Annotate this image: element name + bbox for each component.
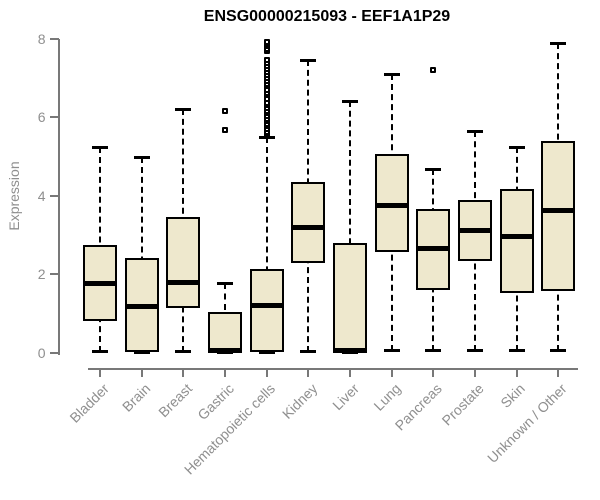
- outlier-point-gastric: [222, 126, 228, 133]
- x-category-label-lung: Lung: [370, 380, 404, 414]
- median-line-gastric: [208, 348, 242, 354]
- box-kidney: [291, 181, 326, 263]
- box-skin: [499, 188, 534, 293]
- y-axis-line: [57, 38, 60, 355]
- whisker-cap-high: [342, 99, 359, 103]
- box-liver: [333, 243, 368, 353]
- whisker-cap-high: [175, 108, 192, 112]
- whisker-hematopoietic-cells: [265, 137, 268, 353]
- x-axis-line: [88, 367, 578, 370]
- whisker-cap-low: [425, 349, 442, 353]
- whisker-liver: [349, 100, 352, 353]
- whisker-cap-high: [508, 145, 525, 149]
- whisker-cap-low: [175, 349, 192, 353]
- whisker-cap-low: [300, 349, 317, 353]
- whisker-cap-high: [425, 168, 442, 172]
- x-axis-tick: [99, 369, 101, 377]
- whisker-cap-high: [550, 41, 567, 45]
- median-line-pancreas: [416, 246, 451, 252]
- y-tick-label-0: 0: [37, 344, 46, 361]
- y-tick-label-6: 6: [37, 109, 46, 125]
- y-axis-tick: [49, 116, 59, 118]
- x-axis-tick: [265, 369, 268, 377]
- median-line-kidney: [291, 224, 326, 230]
- x-axis-tick: [474, 369, 477, 377]
- whisker-cap-low: [92, 349, 108, 353]
- x-axis-tick: [515, 369, 518, 377]
- x-axis-tick: [390, 369, 393, 377]
- x-category-label-kidney: Kidney: [278, 380, 321, 422]
- median-line-lung: [374, 203, 409, 209]
- chart-title: ENSG00000215093 - EEF1A1P29: [203, 8, 451, 25]
- x-axis-tick: [224, 369, 226, 377]
- y-tick-label-2: 2: [37, 266, 46, 282]
- median-line-brain: [124, 303, 159, 309]
- whisker-brain: [140, 157, 143, 353]
- y-tick-label-4: 4: [37, 187, 46, 204]
- outlier-point-hematopoietic-cells: [263, 57, 270, 64]
- x-axis-tick: [307, 369, 310, 377]
- whisker-cap-high: [383, 72, 400, 76]
- x-category-label-breast: Breast: [155, 380, 196, 421]
- median-line-prostate: [458, 227, 493, 233]
- x-axis-tick: [182, 369, 185, 377]
- y-axis-tick: [49, 194, 59, 197]
- x-category-label-skin: Skin: [497, 380, 529, 411]
- x-axis-tick: [557, 369, 560, 377]
- median-line-skin: [499, 233, 534, 239]
- whisker-cap-high: [217, 282, 233, 286]
- median-line-liver: [333, 348, 368, 354]
- median-line-unknown-other: [541, 208, 576, 214]
- whisker-cap-high: [467, 129, 484, 133]
- x-category-label-liver: Liver: [328, 380, 362, 414]
- whisker-cap-low: [467, 349, 484, 353]
- x-category-label-unknown-other: Unknown / Other: [484, 380, 571, 466]
- outlier-point-pancreas: [430, 66, 437, 73]
- y-axis-tick: [49, 351, 59, 354]
- y-tick-label-8: 8: [37, 30, 46, 47]
- x-category-label-bladder: Bladder: [66, 380, 112, 426]
- box-hematopoietic-cells: [249, 269, 284, 353]
- x-category-label-prostate: Prostate: [438, 380, 487, 429]
- whisker-cap-high: [92, 146, 108, 150]
- outlier-point-hematopoietic-cells: [263, 38, 270, 45]
- y-axis-tick: [49, 37, 59, 40]
- median-line-bladder: [83, 280, 117, 286]
- outlier-point-gastric: [222, 108, 228, 115]
- median-line-breast: [166, 280, 201, 286]
- box-gastric: [208, 312, 242, 353]
- whisker-cap-low: [550, 349, 567, 353]
- median-line-hematopoietic-cells: [249, 303, 284, 309]
- y-axis-tick: [49, 273, 59, 275]
- whisker-cap-high: [258, 136, 275, 140]
- x-axis-tick: [432, 369, 435, 377]
- box-breast: [166, 216, 201, 309]
- x-axis-tick: [140, 369, 143, 377]
- whisker-cap-low: [508, 349, 525, 353]
- whisker-cap-low: [383, 349, 400, 353]
- whisker-cap-high: [133, 156, 150, 160]
- whisker-cap-high: [300, 59, 317, 63]
- x-axis-tick: [349, 369, 352, 377]
- box-unknown-other: [541, 140, 576, 291]
- x-category-label-brain: Brain: [118, 380, 154, 415]
